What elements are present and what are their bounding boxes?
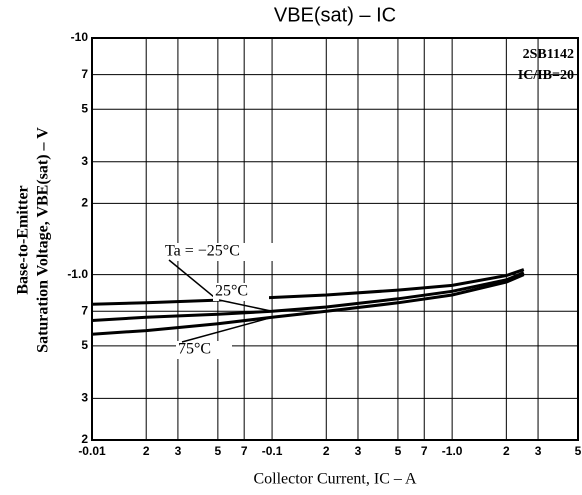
label-bg	[163, 243, 283, 261]
x-tick-label: 2	[503, 444, 510, 458]
x-tick-label: 2	[143, 444, 150, 458]
x-tick-label: 3	[175, 444, 182, 458]
y-tick-label: -10	[71, 30, 89, 44]
y-tick-label: 5	[81, 338, 88, 352]
x-tick-label: 7	[241, 444, 248, 458]
series-label: 25°C	[215, 283, 248, 300]
line-series	[91, 273, 525, 336]
x-tick-label: 5	[395, 444, 402, 458]
y-tick-label: 2	[81, 432, 88, 446]
label-bg	[176, 341, 232, 359]
leader-line	[168, 259, 219, 301]
series-label: 75°C	[178, 341, 211, 358]
x-axis-label: Collector Current, IC – A	[253, 471, 417, 488]
label-bg	[213, 283, 269, 301]
line-series	[91, 268, 525, 306]
x-tick-label: -0.1	[262, 444, 283, 458]
condition: IC/IB=20	[518, 68, 574, 83]
chart-title: VBE(sat) – IC	[274, 4, 396, 26]
y-tick-label: -1.0	[67, 267, 88, 281]
y-axis-label: Base-to-Emitter	[15, 185, 32, 294]
x-tick-label: 3	[535, 444, 542, 458]
leader-line	[218, 299, 273, 312]
x-tick-label: 2	[323, 444, 330, 458]
plot-frame	[91, 37, 579, 441]
y-tick-label: 7	[81, 67, 88, 81]
y-tick-label: 5	[81, 101, 88, 115]
y-tick-label: 2	[81, 196, 88, 210]
x-tick-label: 7	[421, 444, 428, 458]
series-label: Ta = −25°C	[165, 243, 240, 260]
leader-line	[181, 316, 273, 343]
x-tick-label: 5	[215, 444, 222, 458]
y-tick-label: 3	[81, 391, 88, 405]
x-tick-label: -0.01	[78, 444, 106, 458]
part-number: 2SB1142	[523, 47, 574, 62]
y-tick-label: 3	[81, 154, 88, 168]
x-tick-label: 5	[575, 444, 582, 458]
y-tick-label: 7	[81, 303, 88, 317]
y-axis-label: Saturation Voltage, VBE(sat) – V	[35, 127, 52, 353]
x-tick-label: 3	[355, 444, 362, 458]
x-tick-label: -1.0	[442, 444, 463, 458]
line-series	[91, 271, 525, 322]
